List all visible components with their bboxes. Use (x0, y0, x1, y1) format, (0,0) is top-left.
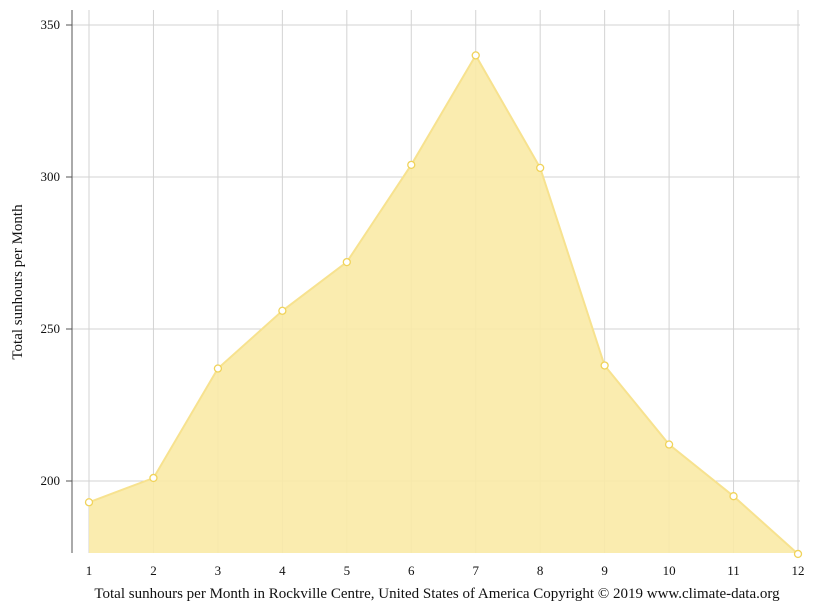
data-point (342, 257, 351, 267)
x-tick-label: 10 (663, 563, 676, 578)
y-tick-label: 200 (41, 473, 61, 488)
area-fill (89, 55, 798, 555)
data-point (536, 163, 545, 173)
data-point (664, 440, 674, 449)
y-tick-label: 250 (41, 321, 61, 336)
data-point (84, 498, 94, 507)
x-tick-label: 3 (215, 563, 222, 578)
data-points (84, 51, 803, 559)
data-point (213, 364, 223, 373)
x-tick-label: 2 (150, 563, 157, 578)
chart-caption: Total sunhours per Month in Rockville Ce… (94, 586, 780, 602)
series-line (88, 53, 799, 555)
y-tick-label: 350 (41, 17, 61, 32)
x-axis-ticks: 1 2 3 4 5 6 7 8 9 10 11 12 (86, 563, 805, 578)
data-point (278, 306, 287, 315)
x-tick-label: 4 (279, 563, 286, 578)
data-point (600, 361, 609, 370)
x-tick-label: 8 (537, 563, 544, 578)
data-point (407, 160, 416, 169)
y-axis-ticks: 200 250 300 350 (41, 17, 72, 488)
y-axis-title: Total sunhours per Month (10, 204, 26, 360)
x-tick-label: 12 (792, 563, 805, 578)
x-tick-label: 5 (344, 563, 351, 578)
x-tick-label: 1 (86, 563, 93, 578)
data-point (149, 473, 158, 483)
x-tick-label: 6 (408, 563, 415, 578)
data-point (471, 51, 480, 60)
x-tick-label: 7 (472, 563, 479, 578)
y-tick-label: 300 (41, 169, 61, 184)
x-tick-label: 9 (601, 563, 608, 578)
data-point (793, 549, 803, 559)
data-point (729, 492, 738, 501)
x-tick-label: 11 (727, 563, 740, 578)
